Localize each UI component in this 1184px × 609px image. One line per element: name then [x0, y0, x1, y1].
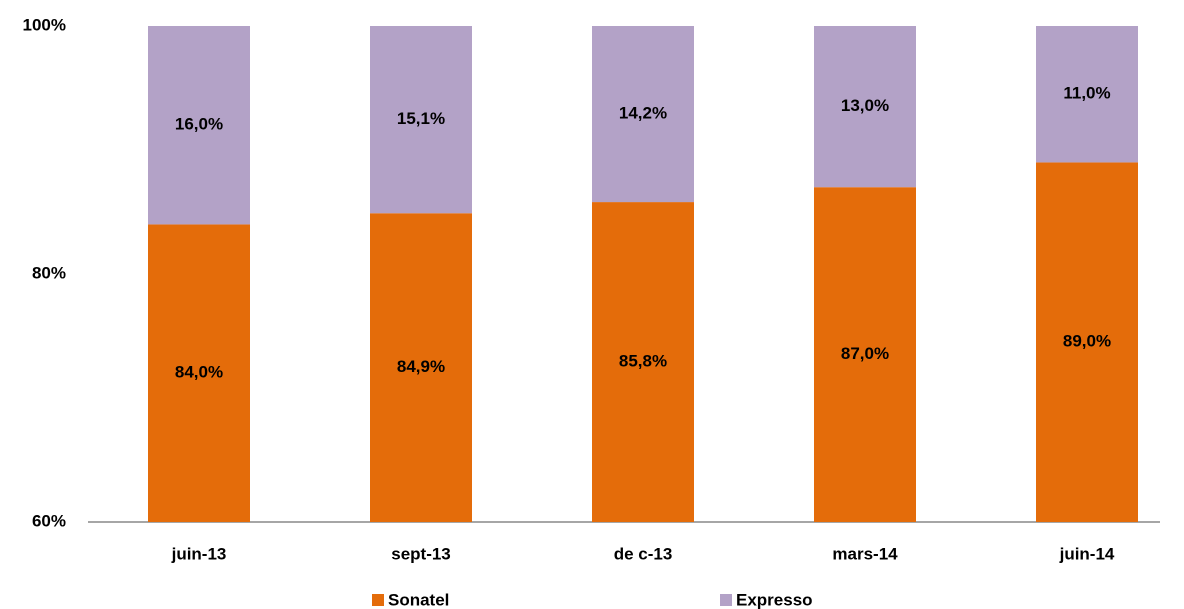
x-tick-label: sept-13 — [391, 544, 451, 563]
bar-segment — [814, 26, 916, 188]
legend-label: Expresso — [736, 590, 813, 609]
x-tick-label: de c-13 — [614, 544, 673, 563]
y-tick-label: 100% — [23, 15, 66, 34]
legend-label: Sonatel — [388, 590, 449, 609]
bar-segment — [592, 26, 694, 203]
bar-segment — [1036, 162, 1138, 522]
data-label: 16,0% — [175, 115, 223, 134]
legend-swatch — [720, 594, 732, 606]
y-tick-label: 80% — [32, 263, 66, 282]
data-label: 85,8% — [619, 352, 667, 371]
bar-segment — [148, 224, 250, 522]
data-label: 87,0% — [841, 344, 889, 363]
bar-segment — [592, 202, 694, 522]
bar-segment — [370, 213, 472, 523]
x-tick-label: juin-14 — [1059, 544, 1115, 563]
x-tick-label: juin-13 — [171, 544, 227, 563]
data-label: 84,0% — [175, 363, 223, 382]
bar-segment — [814, 187, 916, 522]
data-label: 84,9% — [397, 357, 445, 376]
bar-segment — [148, 26, 250, 225]
bar-segment — [1036, 26, 1138, 163]
data-label: 11,0% — [1063, 84, 1110, 103]
x-tick-label: mars-14 — [832, 544, 898, 563]
data-label: 15,1% — [397, 109, 445, 128]
y-tick-label: 60% — [32, 511, 66, 530]
bar-segment — [370, 26, 472, 214]
data-label: 13,0% — [841, 96, 889, 115]
data-label: 14,2% — [619, 104, 667, 123]
legend-swatch — [372, 594, 384, 606]
data-label: 89,0% — [1063, 332, 1111, 351]
